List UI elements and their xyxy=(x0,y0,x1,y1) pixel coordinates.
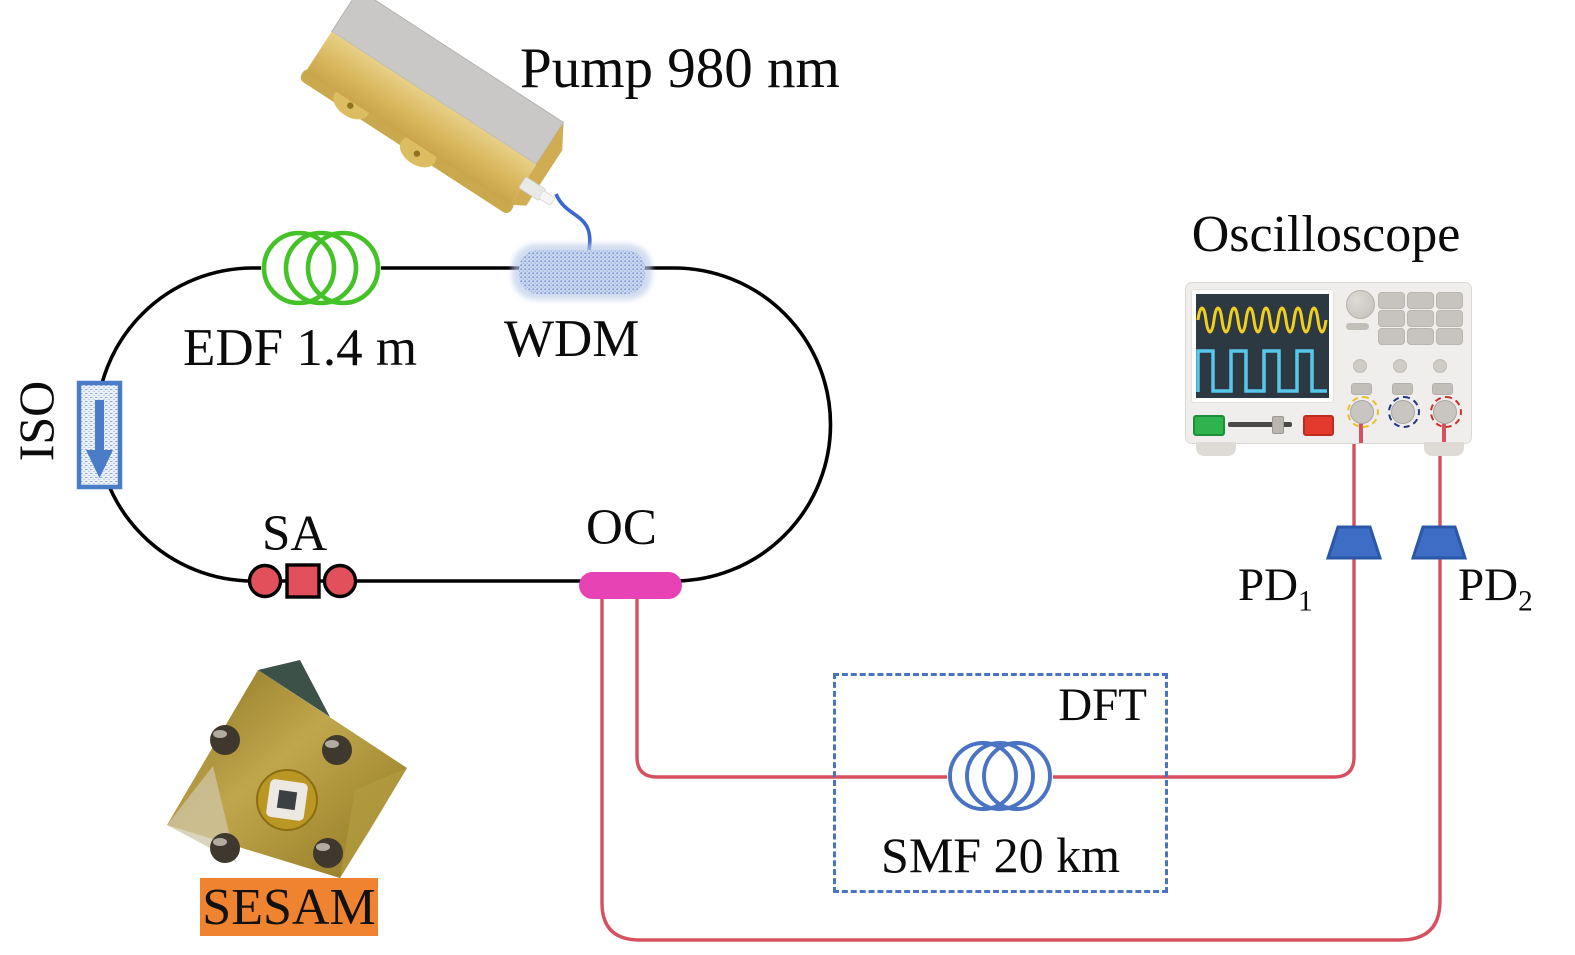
bnc2-connector xyxy=(1391,400,1415,424)
smf-coil xyxy=(947,739,1053,813)
sa-label: SA xyxy=(262,506,328,562)
scope-indicator-1 xyxy=(1353,359,1367,373)
scope-grid-button xyxy=(1436,310,1463,327)
output-line-direct xyxy=(600,424,1442,942)
dft-label: DFT xyxy=(1058,679,1147,731)
scope-foot-left xyxy=(1196,442,1236,456)
scope-channel-button-2 xyxy=(1392,383,1413,395)
scope-grid-button xyxy=(1378,328,1405,345)
iso-box xyxy=(76,380,123,490)
scope-foot-right xyxy=(1424,442,1464,456)
iso-label: ISO xyxy=(8,380,64,462)
scope-grid-button xyxy=(1436,292,1463,309)
scope-channel-button-3 xyxy=(1432,383,1453,395)
pd1-label-sub: 1 xyxy=(1298,585,1313,618)
pump-laser-module xyxy=(300,0,565,213)
dft-box: DFT SMF 20 km xyxy=(833,673,1168,893)
scope-channel-button-1 xyxy=(1351,383,1372,395)
scope-grid-button xyxy=(1407,310,1434,327)
scope-indicator-3 xyxy=(1433,359,1447,373)
bnc1-connector xyxy=(1350,400,1374,424)
sesam-chip xyxy=(256,769,318,831)
scope-waveforms xyxy=(1196,306,1328,393)
scope-indicator-2 xyxy=(1393,359,1407,373)
bnc2-ring xyxy=(1388,396,1420,428)
pd2-trapezoid xyxy=(1410,525,1468,560)
fiber-ring xyxy=(94,266,833,583)
pd1-trapezoid xyxy=(1325,525,1383,560)
smf-label: SMF 20 km xyxy=(881,827,1120,883)
scope-screen-display xyxy=(1196,294,1329,398)
scope-main-knob xyxy=(1346,290,1375,319)
scope-stop-button xyxy=(1303,415,1334,436)
pd2-label-sub: 2 xyxy=(1518,585,1533,618)
wdm-pill xyxy=(512,244,652,300)
iso-arrow-icon xyxy=(86,400,113,478)
oscilloscope-label: Oscilloscope xyxy=(1191,206,1461,263)
oc-label: OC xyxy=(586,500,657,556)
scope-grid-button xyxy=(1407,328,1434,345)
wdm-label: WDM xyxy=(504,310,640,368)
sa-assembly xyxy=(247,563,358,599)
oscilloscope-body xyxy=(1185,282,1472,456)
edf-label: EDF 1.4 m xyxy=(183,319,418,377)
scope-grid-button xyxy=(1407,292,1434,309)
scope-grid-button xyxy=(1378,310,1405,327)
sine-wave-trace xyxy=(1196,306,1328,334)
scope-screen xyxy=(1192,290,1333,402)
scope-slider-track xyxy=(1228,422,1292,427)
scope-grid-button xyxy=(1378,292,1405,309)
sesam-screws xyxy=(210,725,352,868)
bnc3-ring xyxy=(1430,396,1462,428)
pd1-label-text: PD xyxy=(1238,559,1299,611)
bnc1-cable-stub xyxy=(1359,422,1363,443)
sesam-label: SESAM xyxy=(202,878,376,936)
oc-pill xyxy=(579,572,682,599)
bnc1-ring xyxy=(1347,396,1379,428)
scope-slider-handle xyxy=(1272,416,1284,434)
bnc3-connector xyxy=(1433,400,1457,424)
sesam-label-box: SESAM xyxy=(200,878,378,936)
scope-pill-button xyxy=(1346,323,1369,330)
pump-fiber xyxy=(554,193,592,251)
scope-run-button xyxy=(1193,415,1225,436)
scope-grid-button xyxy=(1436,328,1463,345)
bnc3-cable-stub xyxy=(1442,422,1446,443)
pd2-label: PD2 xyxy=(1458,558,1533,616)
sesam-photo xyxy=(167,660,407,878)
pd1-label: PD1 xyxy=(1238,558,1313,616)
pump-label: Pump 980 nm xyxy=(520,37,840,100)
pd2-label-text: PD xyxy=(1458,559,1519,611)
edf-coil xyxy=(261,230,381,306)
square-wave-trace xyxy=(1196,349,1327,393)
